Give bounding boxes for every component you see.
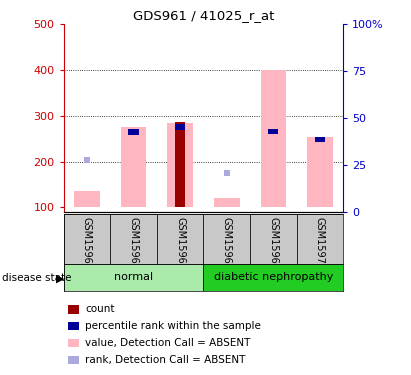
Text: normal: normal (114, 273, 153, 282)
Bar (261, 70, 286, 207)
Bar (250, 214, 297, 264)
Text: rank, Detection Call = ABSENT: rank, Detection Call = ABSENT (85, 355, 246, 365)
Text: diabetic nephropathy: diabetic nephropathy (214, 273, 333, 282)
Bar (203, 214, 250, 264)
Text: disease state: disease state (2, 273, 72, 283)
Bar (64, 264, 203, 291)
Bar (167, 123, 193, 207)
Bar (74, 191, 100, 207)
Bar (203, 264, 343, 291)
Bar (214, 198, 240, 207)
Bar (307, 137, 333, 207)
Bar (64, 214, 110, 264)
Text: GSM15967: GSM15967 (175, 217, 185, 270)
Bar (110, 214, 157, 264)
Text: GSM15970: GSM15970 (315, 217, 325, 270)
Bar (129, 129, 139, 135)
Text: percentile rank within the sample: percentile rank within the sample (85, 321, 261, 331)
Text: count: count (85, 304, 115, 314)
Text: ▶: ▶ (55, 273, 64, 283)
Text: GSM15969: GSM15969 (268, 217, 278, 270)
Text: GSM15968: GSM15968 (222, 217, 232, 270)
Bar (297, 214, 343, 264)
Bar (121, 127, 146, 207)
Bar (268, 129, 278, 134)
Text: value, Detection Call = ABSENT: value, Detection Call = ABSENT (85, 338, 251, 348)
Bar (315, 137, 325, 142)
Bar (157, 214, 203, 264)
Bar (175, 124, 185, 129)
Text: GSM15966: GSM15966 (129, 217, 139, 270)
Bar (175, 122, 185, 207)
Text: GSM15965: GSM15965 (82, 217, 92, 270)
Title: GDS961 / 41025_r_at: GDS961 / 41025_r_at (133, 9, 274, 22)
